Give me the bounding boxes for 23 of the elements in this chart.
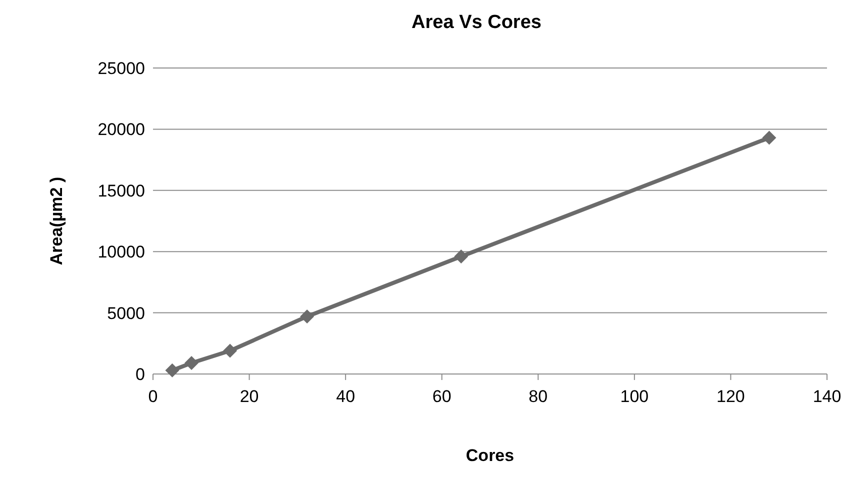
point [184, 356, 199, 370]
y-tick-label: 20000 [98, 120, 145, 140]
point [454, 249, 468, 264]
x-axis-title: Cores [466, 446, 514, 465]
x-tick-label: 60 [432, 387, 452, 406]
point [165, 363, 180, 378]
y-axis-title: Area(µm2 ) [47, 176, 66, 266]
x-tick-label: 120 [716, 387, 745, 406]
point [300, 309, 314, 324]
y-tick-label: 25000 [98, 58, 145, 78]
y-tick-label: 10000 [98, 242, 145, 262]
y-tick-label: 0 [136, 364, 145, 384]
y-tick-label: 15000 [98, 181, 145, 200]
chart-title: Area Vs Cores [412, 12, 542, 33]
y-tick-label: 5000 [107, 304, 145, 323]
point [223, 344, 238, 358]
x-tick-label: 100 [620, 387, 649, 406]
point [762, 130, 776, 145]
x-tick-label: 140 [812, 387, 842, 406]
x-tick-label: 80 [528, 387, 548, 406]
x-tick-label: 0 [148, 387, 158, 406]
x-tick-label: 20 [240, 387, 259, 406]
x-tick-label: 40 [336, 387, 356, 406]
